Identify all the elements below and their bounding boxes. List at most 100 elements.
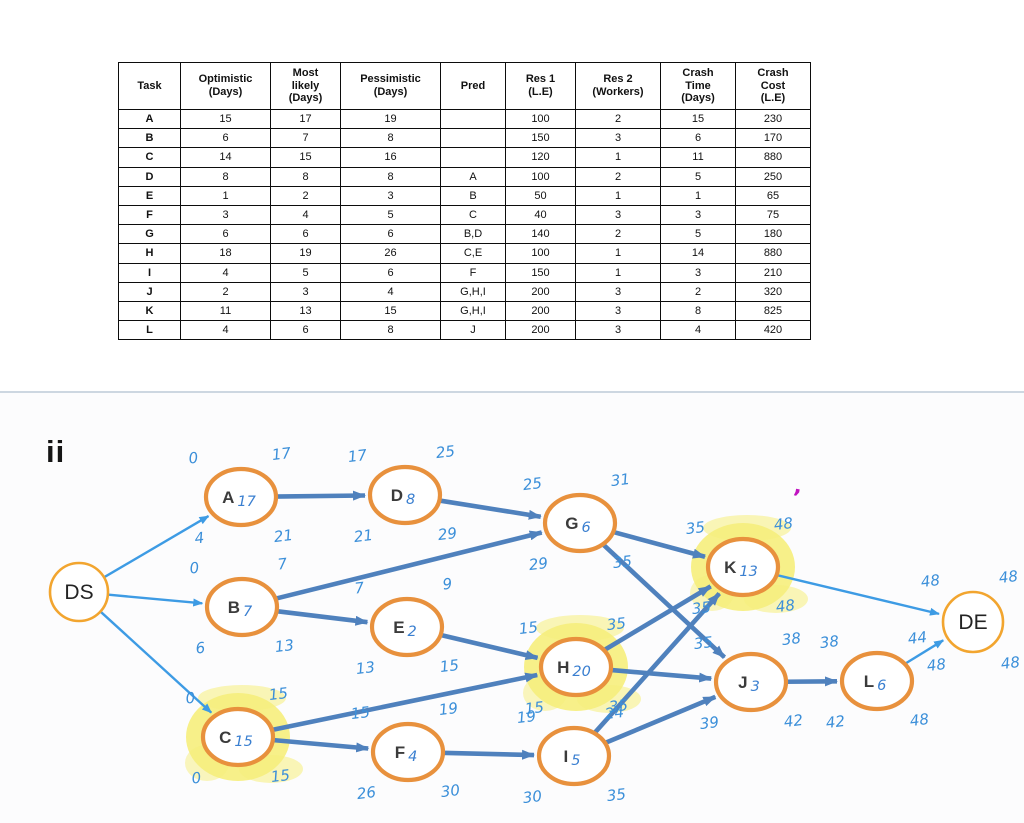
edge-G-K <box>610 529 706 559</box>
node-label-H: H 20 <box>557 658 591 680</box>
edge-I-K <box>591 591 722 737</box>
column-header: Pred <box>440 62 506 110</box>
node-letter-K: K <box>724 558 737 577</box>
annotation-B-lf: 13 <box>274 636 295 656</box>
annotation-K-lf: 48 <box>775 596 796 616</box>
task-cell: K <box>118 300 181 322</box>
table-cell: 210 <box>735 262 811 283</box>
table-cell: 420 <box>735 320 811 341</box>
node-F: F 4 15 19 26 30 <box>350 699 461 803</box>
annotation-B-ls: 6 <box>195 639 207 658</box>
node-L: L 6 38 44 42 48 <box>819 628 930 732</box>
annotation-E-es: 7 <box>354 578 366 597</box>
node-circle-L <box>839 650 915 712</box>
table-cell: 1 <box>575 262 661 283</box>
annotation-D-ef: 25 <box>435 442 456 462</box>
column-header: Res 1 (L.E) <box>505 62 576 110</box>
annotation-I-ls: 30 <box>522 787 543 807</box>
node-circle-K <box>705 536 781 598</box>
annotation-F-ef: 19 <box>438 699 459 719</box>
column-header: Task <box>118 62 181 110</box>
table-cell: 100 <box>505 243 576 264</box>
node-letter-C: C <box>219 728 231 747</box>
annotation-L-lf: 48 <box>909 710 930 730</box>
table-header-row: Task Optimistic (Days) Most likely (Days) P… <box>118 62 811 110</box>
node-label-DS: DS <box>64 581 93 604</box>
node-duration-I: 5 <box>571 753 580 769</box>
annotation-A-ls: 4 <box>194 529 206 548</box>
column-header: Most likely (Days) <box>270 62 341 110</box>
annotation-H-ef: 35 <box>606 614 627 634</box>
node-circle-DE <box>941 590 1005 654</box>
node-duration-C: 15 <box>234 734 252 750</box>
node-circle-A <box>203 466 279 528</box>
annotation-F-es: 15 <box>350 703 371 723</box>
column-header: Optimistic (Days) <box>180 62 271 110</box>
task-cell: H <box>118 243 181 264</box>
node-letter-L: L <box>864 672 874 691</box>
table-cell: 17 <box>270 108 341 130</box>
edge-C-F <box>270 737 370 753</box>
node-duration-L: 6 <box>877 678 886 694</box>
table-cell: 825 <box>735 300 811 322</box>
edge-G-J <box>599 541 727 660</box>
node-letter-B: B <box>228 598 240 617</box>
table-cell: 6 <box>270 320 341 341</box>
highlight-C <box>198 685 286 711</box>
annotation-K-ls: 35 <box>691 598 712 618</box>
edge-E-H <box>438 632 539 661</box>
annotation-B-es: 0 <box>189 559 201 578</box>
annotation-J-lf: 42 <box>783 711 804 731</box>
annotation-G-es: 25 <box>522 474 543 494</box>
annotation-K-es: 35 <box>685 518 706 538</box>
table-cell: 4 <box>340 281 441 302</box>
task-cell: L <box>118 320 181 341</box>
annotation-H-lf: 35 <box>608 696 629 716</box>
table-cell: C,E <box>440 243 506 264</box>
annotation-C-ef: 15 <box>268 684 289 704</box>
edge-F-I <box>440 749 536 760</box>
table-cell: 1 <box>575 243 661 264</box>
table-cell: 8 <box>340 320 441 341</box>
node-B: B 70 76 13 <box>189 554 295 657</box>
edge-L-DE <box>902 639 945 667</box>
annotation-C-ls: 0 <box>191 769 203 788</box>
node-label-DE: DE <box>958 611 987 634</box>
node-letter-D: D <box>391 486 403 505</box>
section-divider <box>0 391 1024 393</box>
annotation-D-es: 17 <box>347 446 369 466</box>
annotation-A-ef: 17 <box>271 444 293 464</box>
node-letter-E: E <box>393 618 404 637</box>
edge-layer <box>98 490 945 760</box>
table-cell: 150 <box>505 128 576 149</box>
annotation-J-ls: 39 <box>699 713 720 733</box>
edge-B-E <box>274 608 369 626</box>
annotation-C-lf: 15 <box>270 766 291 786</box>
annotation-H-es: 15 <box>518 618 539 638</box>
node-circle-I <box>536 725 612 787</box>
node-H: H 20 15 35 15 35 <box>518 614 629 718</box>
annotation-A-lf: 21 <box>273 526 294 546</box>
node-letter-H: H <box>557 658 569 677</box>
node-circle-E <box>369 596 445 658</box>
table-cell: G,H,I <box>440 281 506 302</box>
annotation-DE-ls: 48 <box>926 655 947 675</box>
table-row: D 8 8 8 A 100 2 5 250 <box>118 166 811 187</box>
node-duration-K: 13 <box>739 564 757 580</box>
annotation-D-lf: 29 <box>437 524 458 544</box>
column-header: Crash Cost (L.E) <box>735 62 811 110</box>
node-J: J 3 35 38 39 42 <box>693 629 804 733</box>
highlight-K <box>703 515 791 541</box>
column-header: Crash Time (Days) <box>660 62 736 110</box>
annotation-I-es: 19 <box>516 707 537 727</box>
annotation-G-ls: 29 <box>528 554 549 574</box>
node-circle-D <box>367 464 443 526</box>
node-duration-H: 20 <box>572 664 590 680</box>
node-K: K 13 35 48 35 48 <box>685 514 796 618</box>
part-label: ii <box>46 434 66 469</box>
